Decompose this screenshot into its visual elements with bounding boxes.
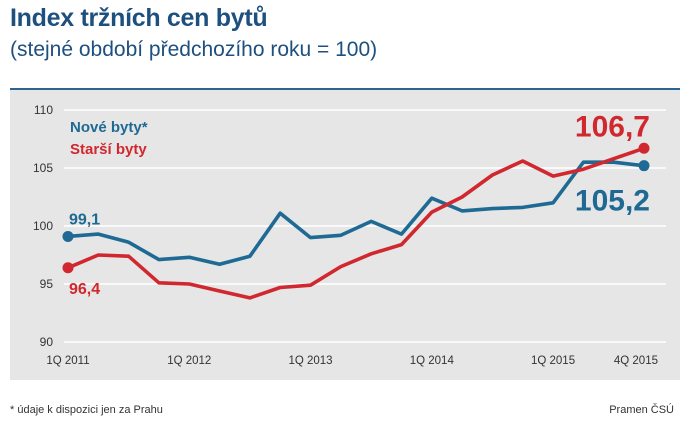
- series-end-point-1: [638, 142, 650, 154]
- series-end-label: 105,2: [575, 185, 650, 218]
- series-end-point-0: [638, 160, 650, 172]
- footnote: * údaje k dispozici jen za Prahu: [10, 404, 163, 416]
- x-tick-label: 1Q 2012: [167, 355, 211, 367]
- legend-entry: Nové byty*: [70, 119, 148, 136]
- series-end-label: 106,7: [575, 110, 650, 143]
- y-tick-label: 90: [40, 335, 54, 349]
- chart-title: Index tržních cen bytů: [10, 4, 268, 32]
- x-tick-label: 1Q 2015: [531, 355, 575, 367]
- x-tick-label: 4Q 2015: [614, 355, 658, 367]
- x-tick-label: 1Q 2013: [288, 355, 332, 367]
- source-credit: Pramen ČSÚ: [609, 404, 674, 416]
- y-tick-label: 110: [34, 103, 53, 117]
- series-start-point-1: [62, 262, 74, 274]
- chart-subtitle: (stejné období předchozího roku = 100): [10, 38, 378, 61]
- series-start-label: 96,4: [69, 281, 100, 298]
- y-tick-label: 100: [33, 219, 53, 233]
- x-tick-label: 1Q 2011: [46, 355, 89, 367]
- series-start-point-0: [62, 230, 74, 242]
- line-chart: 90 95 100 105 110 1Q 2011 1Q 2012 1Q 2013 1Q 201…: [33, 103, 666, 367]
- x-tick-label: 1Q 2014: [410, 355, 455, 367]
- y-tick-label: 105: [33, 161, 53, 175]
- series-start-label: 99,1: [69, 211, 100, 228]
- legend-entry: Starší byty: [70, 141, 147, 158]
- y-tick-label: 95: [40, 277, 54, 291]
- series-line-0: [66, 160, 646, 267]
- chart-panel: 90 95 100 105 110 1Q 2011 1Q 2012 1Q 2013 1Q 201…: [10, 88, 680, 380]
- series-line-1: [66, 146, 646, 300]
